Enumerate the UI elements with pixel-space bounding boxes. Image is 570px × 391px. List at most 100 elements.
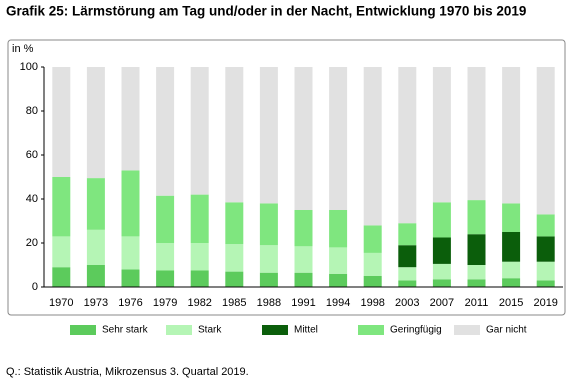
- bar-segment: [536, 236, 555, 262]
- bar-segment: [329, 67, 348, 210]
- bar-segment: [52, 177, 71, 237]
- bar-segment: [156, 195, 175, 243]
- bar-segment: [398, 223, 417, 246]
- x-tick-label: 2007: [430, 297, 454, 309]
- source: Q.: Statistik Austria, Mikrozensus 3. Qu…: [6, 366, 249, 378]
- bar-segment: [156, 243, 175, 271]
- bar-segment: [294, 67, 313, 210]
- bar-segment: [86, 178, 105, 230]
- y-tick-label: 60: [26, 149, 38, 161]
- x-tick-label: 1985: [222, 297, 246, 309]
- bar-segment: [52, 236, 71, 268]
- bar-segment: [225, 271, 244, 287]
- y-tick-label: 40: [26, 193, 38, 205]
- bar-segment: [329, 210, 348, 248]
- bar-segment: [294, 272, 313, 287]
- bar-segment: [225, 202, 244, 245]
- bar-segment: [190, 67, 209, 195]
- bar-segment: [121, 67, 140, 171]
- legend-swatch: [454, 325, 480, 335]
- bar-segment: [52, 67, 71, 177]
- bar-segment: [467, 234, 486, 265]
- bar-segment: [502, 67, 521, 204]
- bar-segment: [398, 245, 417, 268]
- chart-frame: [7, 39, 566, 316]
- bar-segment: [294, 210, 313, 247]
- bar-segment: [432, 67, 451, 203]
- bar-segment: [398, 267, 417, 281]
- bar-segment: [363, 252, 382, 276]
- legend-label: Gar nicht: [486, 325, 527, 336]
- x-tick-label: 2011: [465, 297, 489, 309]
- bar-segment: [363, 225, 382, 253]
- x-tick-label: 1973: [84, 297, 108, 309]
- bar-segment: [536, 261, 555, 281]
- bar-segment: [536, 280, 555, 287]
- bar-segment: [225, 67, 244, 203]
- x-tick-label: 2019: [533, 297, 557, 309]
- bar-segment: [536, 214, 555, 237]
- y-tick-label: 80: [26, 105, 38, 117]
- legend-swatch: [262, 325, 288, 335]
- legend-swatch: [166, 325, 192, 335]
- legend-swatch: [70, 325, 96, 335]
- bar-segment: [432, 279, 451, 287]
- x-tick-label: 1998: [360, 297, 384, 309]
- bar-segment: [536, 67, 555, 215]
- bar-segment: [467, 279, 486, 287]
- bar-segment: [190, 270, 209, 287]
- bar-segment: [502, 232, 521, 262]
- bar-segment: [259, 67, 278, 204]
- bar-segment: [329, 273, 348, 287]
- bar-segment: [467, 200, 486, 235]
- bar-segment: [467, 265, 486, 280]
- bar-segment: [294, 246, 313, 273]
- bar-segment: [259, 245, 278, 273]
- bar-segment: [259, 272, 278, 287]
- bar-segment: [432, 263, 451, 280]
- bar-segment: [225, 244, 244, 272]
- bar-segment: [121, 236, 140, 270]
- x-tick-label: 1979: [153, 297, 177, 309]
- legend-label: Stark: [198, 325, 222, 336]
- bar-segment: [329, 247, 348, 274]
- y-axis-label: in %: [12, 43, 34, 55]
- y-tick-label: 20: [26, 237, 38, 249]
- legend-swatch: [358, 325, 384, 335]
- x-tick-label: 1970: [49, 297, 73, 309]
- x-tick-label: 1991: [291, 297, 315, 309]
- bar-segment: [190, 194, 209, 243]
- bar-segment: [363, 67, 382, 226]
- y-tick-label: 100: [20, 61, 38, 73]
- bar-segment: [86, 67, 105, 179]
- bar-segment: [432, 237, 451, 264]
- x-tick-label: 1988: [257, 297, 281, 309]
- bar-segment: [86, 229, 105, 265]
- legend-label: Geringfügig: [390, 325, 442, 336]
- bar-segment: [156, 270, 175, 287]
- bar-segment: [156, 67, 175, 196]
- x-tick-label: 2003: [395, 297, 419, 309]
- bar-segment: [502, 278, 521, 287]
- x-tick-label: 1994: [326, 297, 350, 309]
- bar-segment: [467, 67, 486, 201]
- bar-segment: [398, 280, 417, 287]
- x-tick-label: 1976: [118, 297, 142, 309]
- bar-segment: [190, 243, 209, 271]
- bar-segment: [502, 261, 521, 279]
- bar-segment: [121, 269, 140, 287]
- bar-segment: [121, 170, 140, 237]
- bar-segment: [52, 267, 71, 287]
- legend-label: Sehr stark: [102, 325, 149, 336]
- x-tick-label: 2015: [499, 297, 523, 309]
- bar-segment: [86, 265, 105, 287]
- bar-segment: [398, 67, 417, 224]
- y-tick-label: 0: [32, 281, 38, 293]
- x-tick-label: 1982: [187, 297, 211, 309]
- chart-title: Grafik 25: Lärmstörung am Tag und/oder i…: [6, 4, 526, 19]
- bar-segment: [432, 202, 451, 238]
- legend-label: Mittel: [294, 325, 318, 336]
- bar-segment: [363, 276, 382, 287]
- bar-segment: [259, 203, 278, 246]
